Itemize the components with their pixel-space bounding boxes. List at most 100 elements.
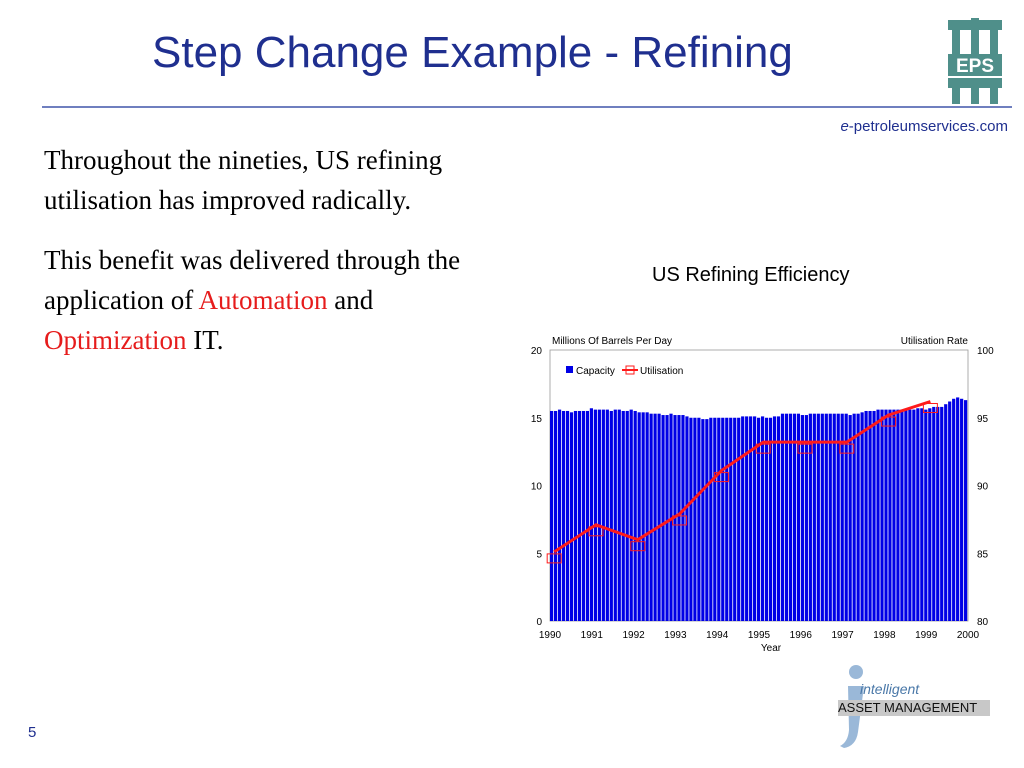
capacity-bar xyxy=(832,413,836,621)
utilisation-point xyxy=(588,526,604,537)
utilisation-point xyxy=(797,443,813,454)
capacity-bar xyxy=(585,410,590,621)
capacity-bar xyxy=(550,410,554,621)
capacity-bar xyxy=(653,413,657,621)
capacity-bar xyxy=(880,409,884,621)
capacity-bar xyxy=(573,410,578,621)
capacity-bar xyxy=(760,416,765,621)
capacity-bar xyxy=(553,410,558,621)
legend-capacity-label: Capacity xyxy=(576,366,615,377)
left-axis-label: Millions Of Barrels Per Day xyxy=(552,336,672,347)
left-tick-label: 5 xyxy=(536,549,542,560)
capacity-bar xyxy=(784,413,789,621)
capacity-bar xyxy=(733,417,737,621)
x-tick-label: 1994 xyxy=(706,630,729,641)
capacity-bar xyxy=(804,415,808,621)
paragraph-2: This benefit was delivered through the a… xyxy=(44,240,514,360)
utilisation-point xyxy=(713,472,729,483)
capacity-bar xyxy=(569,412,574,621)
capacity-bar xyxy=(964,400,968,621)
body-text: Throughout the nineties, US refining uti… xyxy=(44,140,514,380)
x-tick-label: 1996 xyxy=(790,630,813,641)
right-tick-label: 80 xyxy=(977,617,989,628)
capacity-bar xyxy=(677,415,681,621)
capacity-bar xyxy=(904,409,908,621)
website-link[interactable]: e-petroleumservices.com xyxy=(840,118,1008,135)
capacity-bar xyxy=(593,409,597,621)
capacity-bar xyxy=(669,413,673,621)
capacity-bar xyxy=(772,416,777,621)
capacity-bar xyxy=(916,408,920,621)
capacity-bar xyxy=(757,417,761,621)
capacity-bar xyxy=(609,410,613,621)
capacity-bar xyxy=(641,412,645,621)
capacity-bar xyxy=(856,413,860,621)
left-tick-label: 20 xyxy=(531,346,543,357)
capacity-bar xyxy=(661,415,665,621)
capacity-bar xyxy=(860,412,864,621)
refining-efficiency-chart: Millions Of Barrels Per Day Utilisation R… xyxy=(531,336,994,654)
x-tick-label: 1997 xyxy=(831,630,854,641)
paragraph-2-start: This benefit was delivered through the a… xyxy=(44,245,461,315)
chart-title: US Refining Efficiency xyxy=(652,264,850,286)
capacity-bar xyxy=(868,410,872,621)
title-divider xyxy=(42,106,1012,108)
capacity-bar xyxy=(721,417,725,621)
capacity-bar xyxy=(665,415,669,621)
capacity-bar xyxy=(936,406,940,621)
capacity-bar xyxy=(697,417,701,621)
capacity-bar xyxy=(896,409,900,621)
capacity-bar xyxy=(852,413,856,621)
utilisation-line xyxy=(553,400,931,554)
capacity-bar xyxy=(788,413,793,621)
x-tick-label: 2000 xyxy=(957,630,980,641)
iam-line1: intelligent xyxy=(860,681,920,697)
x-tick-label: 1993 xyxy=(664,630,687,641)
capacity-bar xyxy=(888,409,892,621)
capacity-bar xyxy=(577,410,582,621)
capacity-bar xyxy=(753,416,757,621)
capacity-bar xyxy=(713,417,717,621)
capacity-bar xyxy=(792,413,797,621)
capacity-bar xyxy=(900,409,904,621)
capacity-bar xyxy=(872,410,876,621)
capacity-bar xyxy=(800,415,804,621)
legend-utilisation-label: Utilisation xyxy=(640,366,683,377)
right-tick-label: 85 xyxy=(977,549,989,560)
logo-text: EPS xyxy=(956,56,994,77)
capacity-bar xyxy=(956,397,960,621)
capacity-bar xyxy=(768,417,773,621)
capacity-bar xyxy=(892,409,896,621)
right-tick-label: 95 xyxy=(977,414,989,425)
legend-utilisation-marker xyxy=(625,365,635,375)
capacity-bar xyxy=(749,416,753,621)
capacity-bar xyxy=(693,417,697,621)
capacity-bar xyxy=(876,409,880,621)
capacity-bar xyxy=(928,408,932,621)
capacity-bar xyxy=(952,398,956,621)
utilisation-point xyxy=(881,416,897,427)
slide-title: Step Change Example - Refining xyxy=(152,28,793,77)
automation-word: Automation xyxy=(198,285,328,315)
capacity-bar xyxy=(689,417,693,621)
capacity-bar xyxy=(912,409,916,621)
capacity-bar xyxy=(681,415,685,621)
capacity-bar xyxy=(908,409,912,621)
capacity-bar xyxy=(808,413,812,621)
site-suffix: -petroleumservices.com xyxy=(848,118,1008,135)
capacity-bar xyxy=(776,416,781,621)
capacity-bar xyxy=(605,409,609,621)
optimization-word: Optimization xyxy=(44,325,187,355)
capacity-bar xyxy=(924,409,928,621)
capacity-bar xyxy=(944,404,948,621)
capacity-bar xyxy=(613,409,617,621)
capacity-bar xyxy=(932,406,936,621)
capacity-bar xyxy=(816,413,820,621)
utilisation-point xyxy=(672,515,688,526)
capacity-bar xyxy=(940,406,944,621)
capacity-bar xyxy=(844,413,848,621)
capacity-bar xyxy=(920,408,924,621)
capacity-bar xyxy=(633,410,637,621)
x-tick-label: 1992 xyxy=(622,630,645,641)
iam-line2: ASSET MANAGEMENT xyxy=(838,700,977,715)
